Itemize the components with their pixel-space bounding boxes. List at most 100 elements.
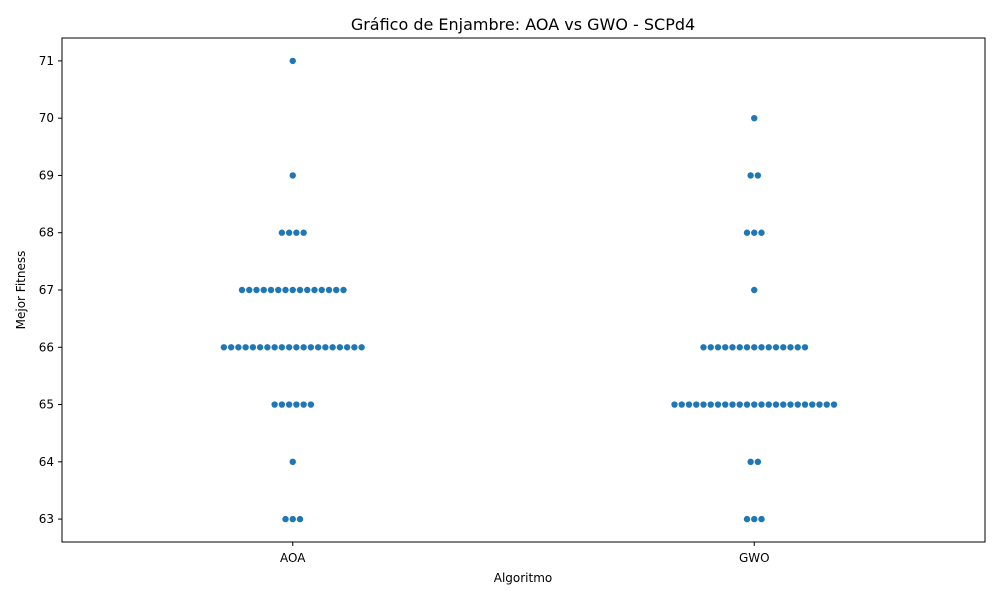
data-point-gwo bbox=[787, 401, 794, 408]
data-point-gwo bbox=[758, 401, 765, 408]
data-point-gwo bbox=[780, 401, 787, 408]
y-tick-label: 68 bbox=[39, 226, 54, 240]
data-point-aoa bbox=[249, 344, 257, 351]
data-point-gwo bbox=[729, 344, 736, 351]
data-point-gwo bbox=[729, 401, 736, 408]
data-point-gwo bbox=[754, 458, 762, 466]
y-tick-label: 63 bbox=[39, 512, 54, 526]
data-point-gwo bbox=[700, 344, 707, 351]
data-point-aoa bbox=[275, 286, 282, 294]
data-point-gwo bbox=[809, 401, 816, 408]
chart-title: Gráfico de Enjambre: AOA vs GWO - SCPd4 bbox=[351, 15, 695, 34]
data-point-aoa bbox=[333, 286, 340, 294]
data-point-gwo bbox=[816, 401, 823, 408]
data-point-aoa bbox=[307, 344, 315, 351]
data-point-gwo bbox=[754, 172, 762, 179]
data-point-gwo bbox=[772, 344, 780, 351]
data-point-aoa bbox=[267, 286, 275, 294]
data-point-aoa bbox=[285, 344, 293, 351]
data-point-gwo bbox=[707, 344, 714, 351]
data-point-gwo bbox=[751, 344, 758, 351]
data-point-aoa bbox=[282, 515, 289, 523]
data-point-gwo bbox=[714, 401, 722, 408]
data-point-gwo bbox=[758, 344, 765, 351]
data-point-gwo bbox=[747, 458, 754, 466]
data-point-aoa bbox=[307, 401, 315, 408]
data-point-aoa bbox=[289, 57, 296, 65]
data-point-gwo bbox=[765, 344, 772, 351]
data-point-gwo bbox=[736, 401, 743, 408]
data-point-aoa bbox=[351, 344, 358, 351]
y-tick-label: 65 bbox=[39, 398, 54, 412]
data-point-aoa bbox=[293, 401, 300, 408]
data-point-aoa bbox=[325, 286, 333, 294]
data-point-aoa bbox=[278, 229, 286, 236]
data-point-aoa bbox=[358, 344, 365, 351]
x-axis-label: Algoritmo bbox=[494, 571, 553, 585]
plot-area: 63 64 65 66 67 68 69 70 71 AOA GWO bbox=[39, 37, 986, 565]
data-point-gwo bbox=[671, 401, 678, 408]
data-point-gwo bbox=[700, 401, 707, 408]
data-point-aoa bbox=[271, 344, 278, 351]
data-point-aoa bbox=[318, 286, 325, 294]
data-point-aoa bbox=[220, 344, 228, 351]
y-tick-label: 67 bbox=[39, 283, 54, 297]
data-point-gwo bbox=[765, 401, 772, 408]
data-point-aoa bbox=[300, 229, 307, 236]
x-tick-label: AOA bbox=[280, 551, 306, 565]
data-point-aoa bbox=[336, 344, 344, 351]
data-point-gwo bbox=[714, 344, 722, 351]
data-point-aoa bbox=[271, 401, 278, 408]
data-point-aoa bbox=[296, 286, 304, 294]
data-point-aoa bbox=[256, 344, 264, 351]
data-point-aoa bbox=[314, 344, 322, 351]
data-point-gwo bbox=[801, 344, 809, 351]
data-point-gwo bbox=[758, 229, 765, 236]
data-point-aoa bbox=[343, 344, 351, 351]
data-point-gwo bbox=[678, 401, 685, 408]
data-point-aoa bbox=[278, 344, 286, 351]
data-point-gwo bbox=[736, 344, 743, 351]
data-point-aoa bbox=[311, 286, 318, 294]
data-point-gwo bbox=[743, 344, 751, 351]
data-point-aoa bbox=[296, 515, 304, 523]
data-point-gwo bbox=[794, 344, 801, 351]
data-point-gwo bbox=[801, 401, 809, 408]
data-point-gwo bbox=[751, 401, 758, 408]
data-point-gwo bbox=[722, 401, 729, 408]
data-point-gwo bbox=[772, 401, 780, 408]
data-point-gwo bbox=[743, 515, 751, 523]
y-tick-label: 64 bbox=[39, 455, 54, 469]
data-point-gwo bbox=[830, 401, 838, 408]
data-point-aoa bbox=[235, 344, 242, 351]
data-point-aoa bbox=[329, 344, 336, 351]
data-point-aoa bbox=[278, 401, 286, 408]
data-point-gwo bbox=[758, 515, 765, 523]
data-point-aoa bbox=[260, 286, 267, 294]
data-points bbox=[220, 57, 838, 523]
data-point-aoa bbox=[246, 286, 253, 294]
data-point-gwo bbox=[685, 401, 693, 408]
data-point-gwo bbox=[780, 344, 787, 351]
y-tick-label: 70 bbox=[39, 111, 54, 125]
data-point-gwo bbox=[794, 401, 801, 408]
y-tick-label: 66 bbox=[39, 340, 54, 354]
data-point-aoa bbox=[264, 344, 271, 351]
data-point-aoa bbox=[289, 286, 296, 294]
data-point-aoa bbox=[227, 344, 235, 351]
data-point-gwo bbox=[751, 114, 758, 122]
data-point-gwo bbox=[693, 401, 700, 408]
data-point-gwo bbox=[751, 515, 758, 523]
y-axis-label: Mejor Fitness bbox=[14, 251, 28, 330]
data-point-gwo bbox=[722, 344, 729, 351]
data-point-aoa bbox=[242, 344, 249, 351]
data-point-aoa bbox=[253, 286, 260, 294]
data-point-aoa bbox=[293, 229, 300, 236]
data-point-aoa bbox=[293, 344, 300, 351]
data-point-aoa bbox=[300, 344, 307, 351]
y-axis: 63 64 65 66 67 68 69 70 71 bbox=[39, 54, 62, 526]
data-point-aoa bbox=[238, 286, 246, 294]
y-tick-label: 69 bbox=[39, 168, 54, 182]
data-point-gwo bbox=[743, 229, 751, 236]
